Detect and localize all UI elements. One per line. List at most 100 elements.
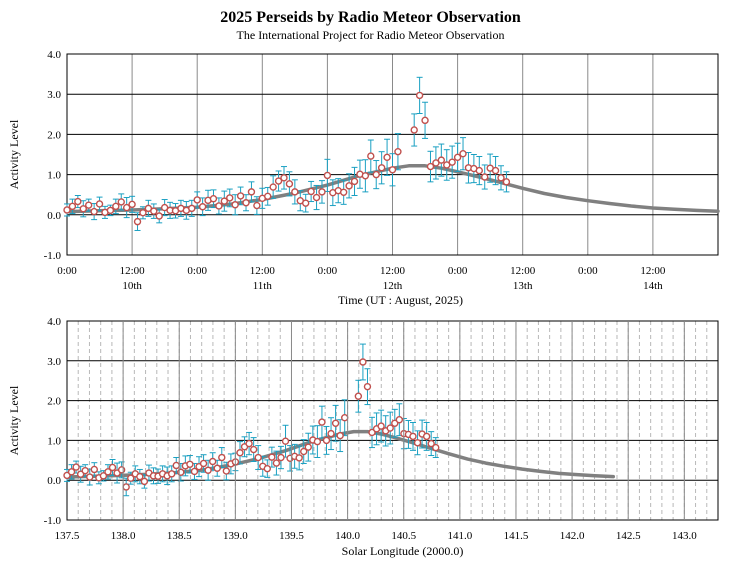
data-point — [291, 188, 299, 196]
data-point — [322, 436, 331, 445]
x-tick-label: 12:00 — [640, 265, 666, 277]
data-point — [108, 463, 117, 472]
y-tick-label: 1.0 — [47, 435, 61, 447]
x-tick-label: 143.0 — [672, 530, 697, 542]
data-point — [67, 468, 76, 476]
data-point — [226, 194, 234, 202]
data-point — [377, 164, 386, 172]
y-tick-label: 3.0 — [47, 89, 61, 101]
data-point — [367, 152, 375, 160]
data-point — [313, 437, 322, 446]
data-point — [302, 199, 310, 207]
data-point — [127, 474, 135, 482]
data-point — [415, 91, 424, 100]
x-tick-label: 140.5 — [391, 530, 416, 542]
data-point — [136, 472, 144, 481]
data-point — [74, 197, 82, 206]
x-tick-label: 142.0 — [560, 530, 585, 542]
data-point — [95, 200, 104, 208]
data-point — [281, 437, 290, 445]
data-point — [72, 463, 80, 471]
data-point — [264, 192, 272, 201]
x-tick-label: 142.5 — [616, 530, 641, 542]
data-point — [168, 470, 176, 478]
data-point — [312, 193, 321, 202]
data-point — [339, 188, 348, 196]
data-point — [388, 166, 397, 174]
y-tick-label: 0.0 — [47, 475, 61, 487]
data-point — [437, 156, 446, 164]
data-point — [263, 464, 272, 473]
data-point — [268, 453, 276, 461]
data-point — [122, 483, 130, 491]
data-point — [208, 457, 217, 466]
data-point — [188, 204, 196, 213]
data-point — [300, 447, 308, 456]
x-tick-label: 12:00 — [510, 265, 536, 277]
data-point — [222, 467, 231, 475]
date-tick-label: 14th — [643, 280, 663, 292]
data-point — [90, 465, 99, 474]
data-point — [345, 182, 353, 190]
data-point — [481, 173, 489, 181]
data-point — [253, 201, 261, 210]
plot-frame — [66, 320, 719, 521]
data-point — [377, 422, 385, 430]
data-point — [318, 418, 326, 426]
data-point — [139, 209, 147, 217]
data-point — [204, 466, 212, 474]
data-point — [422, 432, 431, 441]
chart-subtitle: The International Project for Radio Mete… — [236, 28, 505, 42]
y-tick-label: -1.0 — [44, 515, 62, 527]
data-point — [155, 212, 163, 220]
x-tick-label: 141.0 — [447, 530, 472, 542]
x-tick-label: 0:00 — [578, 265, 598, 277]
data-point — [304, 443, 312, 451]
x-tick-label: 12:00 — [380, 265, 406, 277]
x-tick-label: 139.0 — [223, 530, 248, 542]
date-tick-label: 12th — [383, 280, 403, 292]
data-point — [427, 439, 435, 448]
data-point — [213, 464, 221, 472]
data-point — [383, 153, 391, 162]
data-point — [86, 473, 94, 481]
x-tick-label: 0:00 — [187, 265, 207, 277]
y-tick-label: 2.0 — [47, 396, 61, 408]
data-point — [502, 178, 511, 186]
x-tick-label: 0:00 — [57, 265, 77, 277]
data-point — [128, 200, 136, 209]
data-point — [68, 202, 77, 211]
data-point — [140, 477, 149, 486]
data-point — [372, 170, 380, 179]
data-point — [193, 196, 201, 204]
chart-title: 2025 Perseids by Radio Meteor Observatio… — [220, 9, 521, 26]
x-tick-label: 140.0 — [335, 530, 360, 542]
data-point — [81, 466, 89, 475]
data-point — [99, 472, 108, 480]
data-point — [421, 116, 429, 125]
data-point — [112, 202, 120, 211]
data-point — [426, 162, 435, 171]
y-tick-label: -1.0 — [44, 250, 62, 262]
x-tick-label: 137.5 — [55, 530, 80, 542]
data-point — [236, 192, 245, 200]
data-point — [215, 202, 223, 210]
data-point — [272, 459, 281, 467]
y-tick-label: 2.0 — [47, 129, 61, 141]
x-tick-label: 138.0 — [111, 530, 136, 542]
data-point — [341, 414, 349, 422]
data-point — [327, 429, 335, 438]
data-point — [331, 419, 340, 427]
data-point — [323, 171, 332, 180]
data-point — [231, 201, 239, 209]
data-point — [274, 177, 283, 185]
data-point — [280, 174, 288, 182]
data-point — [386, 424, 394, 432]
y-tick-label: 0.0 — [47, 210, 61, 222]
date-tick-label: 13th — [513, 280, 533, 292]
x-axis-label: Solar Longitude (2000.0) — [342, 544, 464, 558]
y-tick-label: 1.0 — [47, 170, 61, 182]
data-point — [295, 454, 303, 462]
time-chart: 4.0 3.0 2.0 1.0 0.0 -1.0 Activity Level 0:00 12:… — [7, 49, 720, 307]
